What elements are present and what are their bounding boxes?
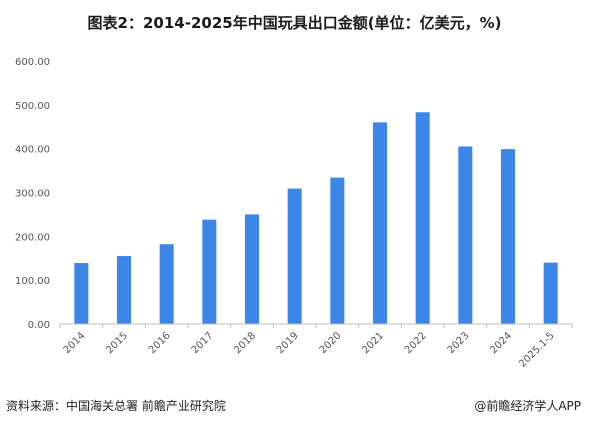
x-axis-ticks: 2014 2015 2016 2017 2018 2019 2020 2021 2022 2023… bbox=[59, 324, 573, 370]
bar-2022 bbox=[415, 112, 430, 324]
bar-2015 bbox=[117, 256, 131, 324]
bars bbox=[74, 112, 558, 324]
bar-2020 bbox=[330, 177, 345, 324]
x-tick-label: 2024 bbox=[488, 330, 514, 356]
y-tick-label: 600.00 bbox=[15, 57, 50, 68]
bar-2017 bbox=[202, 219, 217, 324]
x-tick-label: 2022 bbox=[403, 330, 429, 356]
bar-2023 bbox=[458, 146, 473, 324]
y-tick-label: 0.00 bbox=[28, 320, 50, 331]
y-tick-label: 400.00 bbox=[15, 145, 50, 156]
bar-2018 bbox=[245, 214, 259, 324]
bar-2016 bbox=[159, 244, 174, 324]
x-tick-label: 2018 bbox=[232, 330, 258, 356]
x-tick-label: 2015 bbox=[104, 330, 130, 356]
x-tick-label: 2014 bbox=[62, 330, 88, 356]
x-tick-label: 2020 bbox=[318, 330, 344, 356]
source-note: 资料来源：中国海关总署 前瞻产业研究院 bbox=[6, 399, 226, 413]
bar-2021 bbox=[373, 122, 387, 324]
y-tick-label: 500.00 bbox=[15, 101, 50, 112]
x-tick-label: 2016 bbox=[147, 330, 173, 356]
chart-title: 图表2：2014-2025年中国玩具出口金额(单位：亿美元，%) bbox=[87, 14, 502, 32]
x-tick-label: 2019 bbox=[275, 330, 301, 356]
brand-credit: @前瞻经济学人APP bbox=[474, 399, 581, 413]
y-tick-label: 100.00 bbox=[15, 276, 50, 287]
bar-2024 bbox=[501, 149, 515, 324]
bar-2014 bbox=[74, 263, 89, 324]
x-tick-label: 2025.1-5 bbox=[517, 330, 557, 370]
y-tick-label: 200.00 bbox=[15, 232, 50, 243]
x-tick-label: 2017 bbox=[190, 330, 216, 356]
bar-2025.1-5 bbox=[543, 262, 558, 324]
bar-2019 bbox=[287, 188, 302, 324]
y-tick-label: 300.00 bbox=[15, 189, 50, 200]
x-tick-label: 2021 bbox=[360, 330, 386, 356]
y-axis-ticks: 0.00 100.00 200.00 300.00 400.00 500.00 600.00 bbox=[15, 57, 50, 331]
x-tick-label: 2023 bbox=[446, 330, 472, 356]
